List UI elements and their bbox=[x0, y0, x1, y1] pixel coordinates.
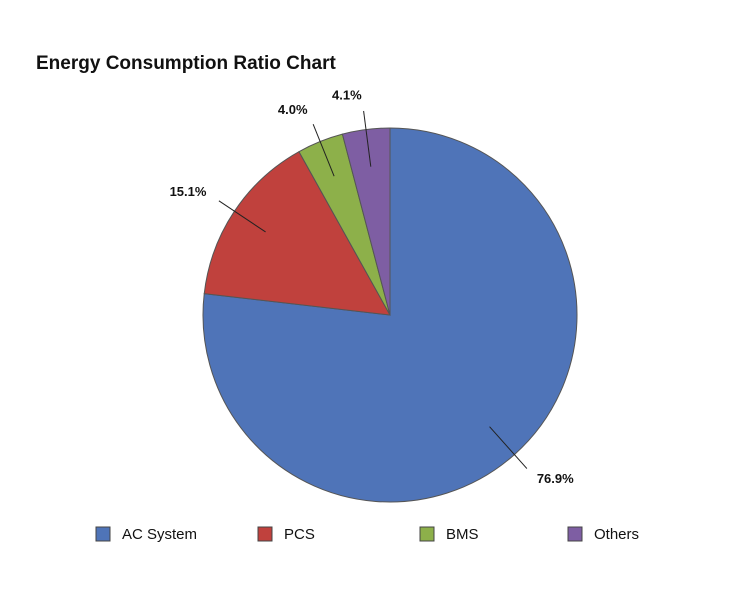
data-label: 15.1% bbox=[170, 184, 207, 199]
chart-title: Energy Consumption Ratio Chart bbox=[36, 53, 336, 74]
legend-label: PCS bbox=[284, 526, 315, 543]
legend-label: AC System bbox=[122, 526, 197, 543]
legend-label: BMS bbox=[446, 526, 479, 543]
legend-swatch bbox=[419, 526, 435, 542]
leader-line bbox=[218, 200, 266, 233]
leader-line bbox=[363, 110, 372, 167]
leader-line bbox=[312, 124, 335, 177]
legend-label: Others bbox=[594, 526, 639, 543]
leader-line bbox=[489, 426, 528, 469]
legend-swatch bbox=[567, 526, 583, 542]
legend-swatch bbox=[257, 526, 273, 542]
data-label: 4.0% bbox=[278, 102, 308, 117]
data-label: 4.1% bbox=[332, 88, 362, 103]
legend-swatch bbox=[95, 526, 111, 542]
data-label: 76.9% bbox=[537, 471, 574, 486]
